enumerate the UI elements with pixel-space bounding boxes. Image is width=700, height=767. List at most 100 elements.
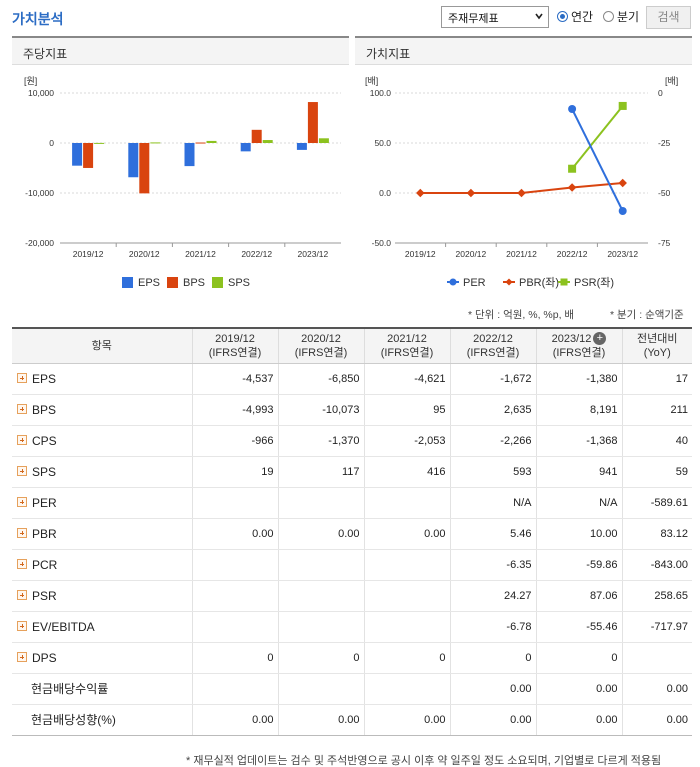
col-basis: (IFRS연결): [552, 346, 606, 359]
table-cell: -4,621: [364, 363, 451, 395]
col-basis: (IFRS연결): [466, 346, 520, 359]
table-cell: -1,368: [536, 425, 623, 457]
row-label: 현금배당수익률: [12, 673, 193, 705]
point-per: [618, 207, 627, 215]
legend-marker: [505, 278, 513, 286]
point-pbr: [618, 178, 627, 188]
table-cell: -4,993: [192, 394, 279, 426]
expand-row-icon[interactable]: [17, 652, 27, 663]
bar-bps: [195, 142, 206, 144]
expand-row-icon[interactable]: [17, 404, 27, 415]
row-label[interactable]: PCR: [12, 549, 193, 581]
table-cell: 2,635: [450, 394, 537, 426]
point-pbr: [517, 188, 526, 198]
table-cell: 0.00: [364, 518, 451, 550]
row-label-text: SPS: [32, 464, 57, 479]
row-label-text: CPS: [32, 433, 57, 448]
search-button[interactable]: 검색: [646, 6, 691, 29]
col-header-2023: 2023/12 + (IFRS연결): [536, 328, 623, 364]
expand-row-icon[interactable]: [17, 435, 27, 446]
row-label-text: DPS: [32, 650, 57, 665]
statement-select[interactable]: 주재무제표: [441, 6, 549, 28]
table-cell: 83.12: [622, 518, 692, 550]
radio-annual-indicator[interactable]: [557, 10, 568, 22]
x-tick-label: 2022/12: [557, 249, 588, 259]
chevron-down-icon: [535, 13, 543, 20]
col-header-2021: 2021/12 (IFRS연결): [364, 328, 451, 364]
per-share-panel-title: 주당지표: [12, 38, 349, 65]
row-label-text: PSR: [32, 588, 57, 603]
radio-quarter-indicator[interactable]: [603, 10, 614, 22]
bar-eps: [72, 143, 83, 166]
x-tick-label: 2019/12: [73, 249, 104, 259]
table-cell: [192, 580, 279, 612]
col-header-2022: 2022/12 (IFRS연결): [450, 328, 537, 364]
expand-row-icon[interactable]: [17, 466, 27, 477]
col-year: 2023/12: [551, 332, 592, 345]
table-cell: 24.27: [450, 580, 537, 612]
expand-row-icon[interactable]: [17, 528, 27, 539]
table-cell: -10,073: [278, 394, 365, 426]
table-cell: [364, 487, 451, 519]
table-cell: 0.00: [622, 704, 692, 736]
row-label[interactable]: EV/EBITDA: [12, 611, 193, 643]
y-tick-label-left: 50.0: [374, 138, 391, 148]
table-row: SPS 19 117 416 593 941 59: [12, 456, 692, 488]
row-label-text: 현금배당수익률: [31, 682, 109, 696]
col-year: 2019/12: [215, 332, 255, 345]
table-cell: [278, 611, 365, 643]
table-cell: 10.00: [536, 518, 623, 550]
y-tick-label: 10,000: [28, 88, 54, 98]
footnote: * 재무실적 업데이트는 검수 및 주석반영으로 공시 이후 약 일주일 정도 …: [186, 755, 662, 767]
y-axis-unit-right: [배]: [665, 76, 678, 86]
legend-marker: [560, 278, 568, 286]
col-basis: (IFRS연결): [380, 346, 434, 359]
col-year: 2022/12: [473, 332, 513, 345]
table-cell: 941: [536, 456, 623, 488]
table-cell: 87.06: [536, 580, 623, 612]
row-label[interactable]: SPS: [12, 456, 193, 488]
expand-row-icon[interactable]: [17, 497, 27, 508]
bar-eps: [240, 143, 251, 152]
table-row: 현금배당수익률 0.00 0.00 0.00: [12, 673, 692, 705]
row-label-text: EPS: [32, 371, 57, 386]
valuation-panel-title: 가치지표: [355, 38, 692, 65]
row-label[interactable]: PSR: [12, 580, 193, 612]
expand-row-icon[interactable]: [17, 590, 27, 601]
row-label-text: PCR: [32, 557, 58, 572]
bar-bps: [307, 102, 318, 143]
expand-row-icon[interactable]: [17, 559, 27, 570]
radio-annual[interactable]: 연간: [557, 9, 593, 24]
table-cell: 0: [536, 642, 623, 674]
row-label[interactable]: PER: [12, 487, 193, 519]
row-label[interactable]: EPS: [12, 363, 193, 395]
table-cell: -1,380: [536, 363, 623, 395]
row-label[interactable]: DPS: [12, 642, 193, 674]
row-label[interactable]: PBR: [12, 518, 193, 550]
table-cell: 211: [622, 394, 692, 426]
row-label[interactable]: CPS: [12, 425, 193, 457]
table-cell: 593: [450, 456, 537, 488]
radio-quarter[interactable]: 분기: [603, 9, 639, 24]
table-row: EPS -4,537 -6,850 -4,621 -1,672 -1,380 17: [12, 363, 692, 395]
x-tick-label: 2020/12: [129, 249, 160, 259]
statement-select-value: 주재무제표: [448, 13, 499, 25]
col-yoy-label: 전년대비: [637, 332, 678, 345]
legend-label: PER: [463, 277, 486, 289]
table-cell: [192, 673, 279, 705]
y-tick-label: -10,000: [25, 188, 54, 198]
valuation-table: 항목 2019/12 (IFRS연결) 2020/12 (IFRS연결) 2021/…: [12, 327, 692, 736]
table-cell: [192, 611, 279, 643]
row-label[interactable]: BPS: [12, 394, 193, 426]
expand-columns-icon[interactable]: +: [593, 331, 607, 345]
expand-row-icon[interactable]: [17, 373, 27, 384]
row-label-text: PER: [32, 495, 57, 510]
bar-eps: [128, 143, 139, 178]
table-cell: -589.61: [622, 487, 692, 519]
col-year: 2021/12: [387, 332, 427, 345]
y-tick-label-right: 0: [658, 88, 663, 98]
table-cell: 0: [450, 642, 537, 674]
expand-row-icon[interactable]: [17, 621, 27, 632]
table-cell: 0.00: [536, 704, 623, 736]
col-yoy-sub: (YoY): [643, 346, 671, 359]
